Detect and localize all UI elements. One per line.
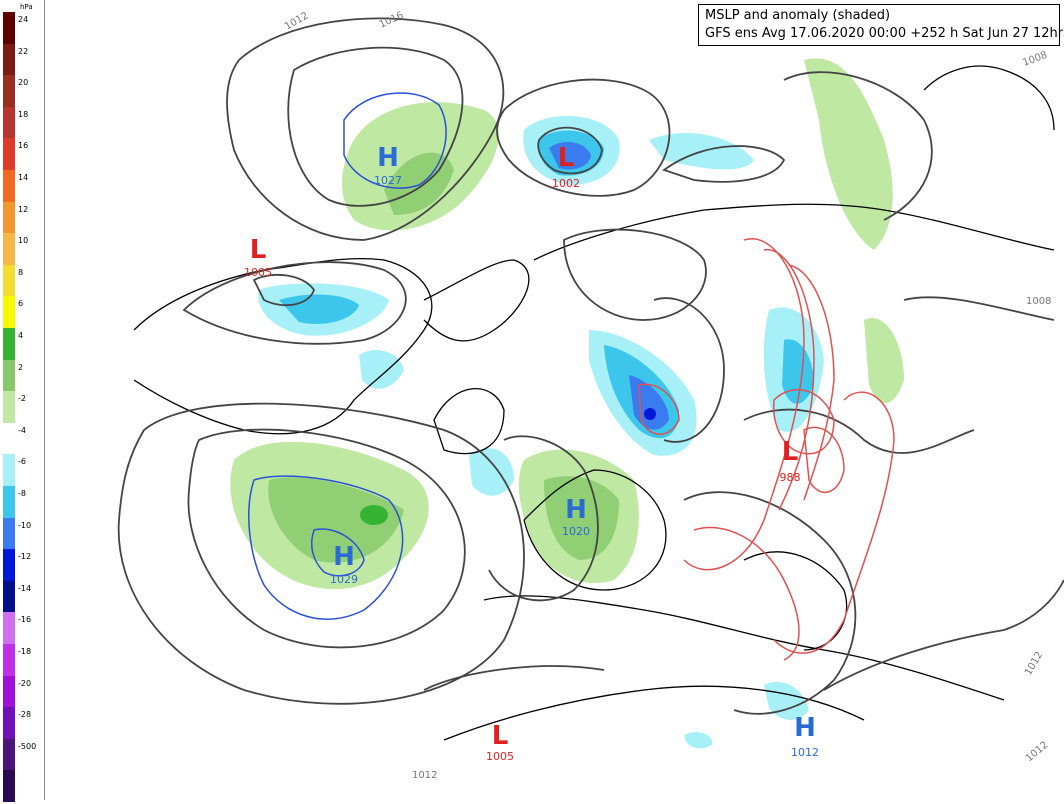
colorbar-swatch	[3, 454, 15, 486]
colorbar-swatch	[3, 549, 15, 581]
colorbar-tick-label: 14	[18, 173, 29, 182]
colorbar-swatch	[3, 296, 15, 328]
colorbar-swatch	[3, 201, 15, 234]
isobar-label-1008-east: 1008	[1021, 50, 1049, 69]
colorbar-swatch	[3, 770, 15, 802]
isobar-label-1008-pacific: 1008	[1026, 296, 1051, 307]
system-letter: L	[782, 437, 799, 467]
colorbar-swatch	[3, 486, 15, 518]
system-high-scandinavia: H 1020	[562, 495, 590, 538]
colorbar-tick-label: -2	[18, 394, 26, 404]
mslp-map: 1012 1016 1008 1008 1012 1012 1012 H 102…	[117, 10, 1064, 781]
colorbar-tick-label: -12	[18, 552, 32, 562]
system-letter: L	[250, 235, 267, 265]
system-low-bering: L 1002	[552, 143, 580, 190]
colorbar-swatch	[3, 106, 15, 139]
colorbar-tick-label: 8	[18, 267, 24, 277]
system-low-canada: L 1005	[244, 235, 272, 279]
colorbar-swatch	[3, 328, 15, 360]
colorbar-swatch	[3, 170, 15, 202]
isobar-label-1008-south: 1012	[1023, 650, 1045, 678]
system-low-sahara: L 1005	[486, 721, 514, 763]
map-title-box: MSLP and anomaly (shaded) GFS ens Avg 17…	[698, 4, 1064, 46]
pressure-systems: H 1027 L 1002 L 1005 H 1029 H 1020 L 988…	[244, 143, 819, 763]
colorbar-tick-label: -16	[18, 615, 32, 625]
colorbar-tick-label: -8	[18, 489, 26, 498]
system-letter: L	[492, 721, 509, 751]
colorbar-swatch	[3, 707, 15, 739]
colorbar-swatch	[3, 644, 15, 676]
colorbar-tick-label: 10	[18, 236, 29, 246]
colorbar-tick-label: -18	[18, 647, 32, 656]
colorbar-swatch	[3, 264, 15, 297]
map-panel: 1012 1016 1008 1008 1012 1012 1012 H 102…	[44, 0, 1064, 800]
system-value: 1020	[562, 525, 590, 538]
blue-high-contours	[248, 92, 447, 620]
colorbar-tick-label: -10	[18, 520, 32, 530]
colorbar-tick-label: -4	[18, 425, 26, 435]
colorbar-swatch	[3, 138, 15, 170]
colorbar-tick-label: 12	[18, 204, 29, 214]
system-letter: H	[565, 495, 587, 525]
colorbar-swatch	[3, 517, 15, 550]
colorbar-swatch	[3, 43, 15, 76]
colorbar-swatch	[3, 359, 15, 392]
colorbar-tick-label: -6	[18, 457, 26, 467]
colorbar-tick-label: -14	[18, 583, 32, 593]
isobar-label-1016: 1016	[378, 10, 406, 31]
system-high-arabia: H 1012	[791, 713, 819, 759]
colorbar-tick-label: 22	[18, 46, 29, 56]
system-letter: H	[333, 542, 355, 572]
colorbar-tick-label: 2	[18, 362, 24, 372]
isobar-label-1012-se: 1012	[1024, 740, 1051, 765]
colorbar-tick-label: 20	[18, 78, 29, 88]
system-value: 1027	[374, 174, 402, 187]
colorbar-swatch	[3, 612, 15, 644]
system-letter: H	[794, 713, 816, 743]
colorbar-tick-label: 16	[18, 141, 29, 151]
anomaly-shading	[230, 58, 904, 749]
red-anomaly-contours	[638, 237, 895, 661]
colorbar-unit: hPa	[20, 3, 33, 11]
isobar-label-1012-sw: 1012	[412, 770, 437, 781]
system-value: 988	[780, 471, 801, 484]
system-letter: H	[377, 143, 399, 173]
colorbar-tick-label: 6	[18, 299, 24, 309]
colorbar-swatch	[3, 738, 15, 771]
colorbar-swatch	[3, 422, 15, 455]
colorbar-swatch	[3, 75, 15, 107]
map-title: MSLP and anomaly (shaded)	[705, 8, 891, 23]
colorbar-swatch	[3, 675, 15, 708]
colorbar-tick-label: 18	[18, 109, 29, 119]
colorbar-legend: hPa 24 22 20 18 16 14 12 10 8 6 4 2 -2 -4 -6 -8 -10 -12 -1…	[0, 0, 45, 802]
system-low-siberia: L 988	[780, 437, 801, 484]
isobars	[117, 17, 1064, 715]
colorbar-tick-label: 24	[18, 15, 29, 24]
colorbar-swatch	[3, 233, 15, 265]
system-high-azores: H 1029	[330, 542, 358, 586]
colorbar-tick-label: -20	[18, 678, 32, 688]
system-value: 1029	[330, 573, 358, 586]
system-high-north-pacific: H 1027	[374, 143, 402, 187]
colorbar-tick-label: -500	[18, 741, 37, 751]
map-subtitle: GFS ens Avg 17.06.2020 00:00 +252 h Sat …	[705, 26, 1064, 41]
system-value: 1002	[552, 177, 580, 190]
colorbar-swatch	[3, 391, 15, 423]
system-value: 1005	[486, 750, 514, 763]
colorbar-tick-label: 4	[18, 331, 24, 340]
colorbar-tick-label: -28	[18, 710, 32, 720]
system-letter: L	[558, 143, 575, 173]
system-value: 1012	[791, 746, 819, 759]
system-value: 1005	[244, 266, 272, 279]
colorbar-swatch	[3, 580, 15, 613]
colorbar-swatch	[3, 12, 15, 44]
